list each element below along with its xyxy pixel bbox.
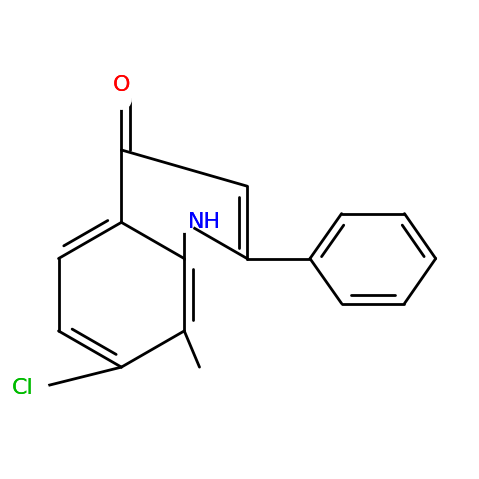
- Text: Cl: Cl: [12, 378, 34, 398]
- Text: O: O: [113, 75, 130, 95]
- Text: NH: NH: [188, 212, 221, 232]
- Text: Cl: Cl: [12, 378, 34, 398]
- Text: NH: NH: [188, 212, 221, 232]
- Text: O: O: [113, 75, 130, 95]
